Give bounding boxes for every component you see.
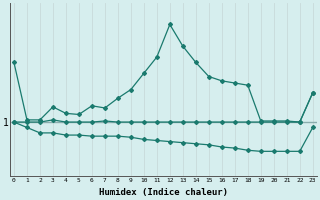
X-axis label: Humidex (Indice chaleur): Humidex (Indice chaleur) <box>99 188 228 197</box>
